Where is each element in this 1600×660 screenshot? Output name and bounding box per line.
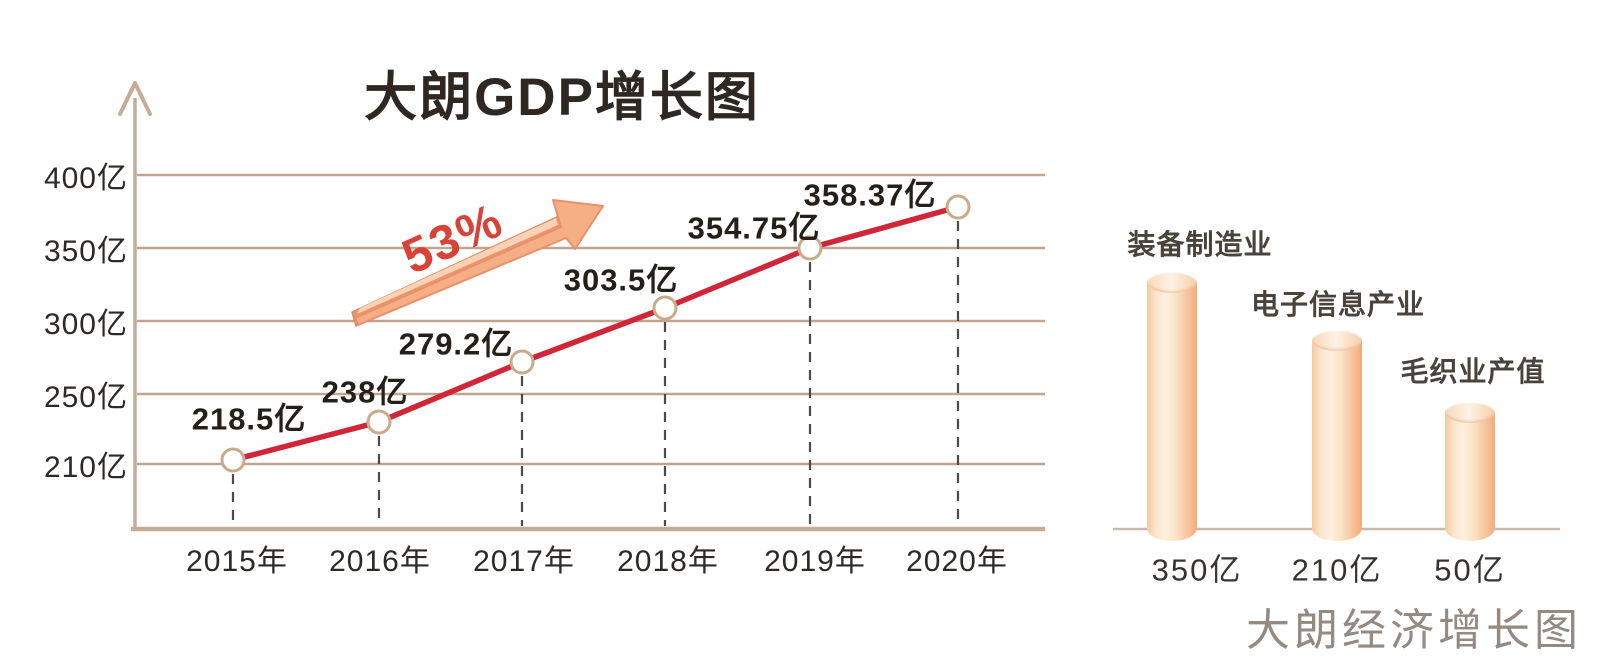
y-axis-arrow-icon [118,81,152,116]
bar-label-electronic-information: 电子信息产业 [1250,289,1426,320]
cylinder-electronic-information [1312,330,1362,541]
cylinder-body [1445,412,1495,541]
point-label-2015: 218.5亿 [191,401,307,437]
x-label-2016: 2016年 [329,545,431,578]
cylinder-top [1445,402,1495,423]
point-label-2019: 354.75亿 [687,210,821,246]
gdp-point-markers [220,194,971,473]
y-tick-250: 250亿 [43,381,128,414]
x-label-2015: 2015年 [186,545,288,578]
gdp-trend-line [230,204,961,463]
cylinder-body [1312,340,1362,541]
point-label-2016: 238亿 [321,374,409,410]
economy-chart-caption: 大朗经济增长图 [1246,606,1582,655]
cylinder-top [1147,272,1197,293]
x-label-2017: 2017年 [473,545,575,578]
growth-arrow-icon [351,199,604,327]
cylinder-equipment-manufacturing [1147,272,1197,541]
y-tick-300: 300亿 [43,308,128,341]
bar-value-equipment-manufacturing: 350亿 [1151,552,1243,588]
x-label-2019: 2019年 [764,545,866,578]
gdp-chart-title: 大朗GDP增长图 [364,68,760,127]
point-label-2020: 358.37亿 [803,177,937,213]
gdp-gridlines [137,173,1045,466]
point-label-2018: 303.5亿 [563,262,679,298]
cylinder-body [1147,282,1197,541]
bar-label-wool-industry: 毛织业产值 [1400,356,1546,387]
y-axis [118,81,152,531]
dropline-group [231,221,960,526]
cylinder-top [1312,330,1362,351]
y-tick-350: 350亿 [43,235,128,268]
bar-label-equipment-manufacturing: 装备制造业 [1127,229,1273,260]
x-label-2020: 2020年 [906,545,1008,578]
x-label-2018: 2018年 [617,545,719,578]
bar-value-wool-industry: 50亿 [1434,552,1506,588]
y-tick-210: 210亿 [43,451,128,484]
cylinder-wool-industry [1445,402,1495,541]
bar-value-electronic-information: 210亿 [1291,552,1383,588]
y-tick-400: 400亿 [43,162,128,195]
point-label-2017: 279.2亿 [398,326,514,362]
